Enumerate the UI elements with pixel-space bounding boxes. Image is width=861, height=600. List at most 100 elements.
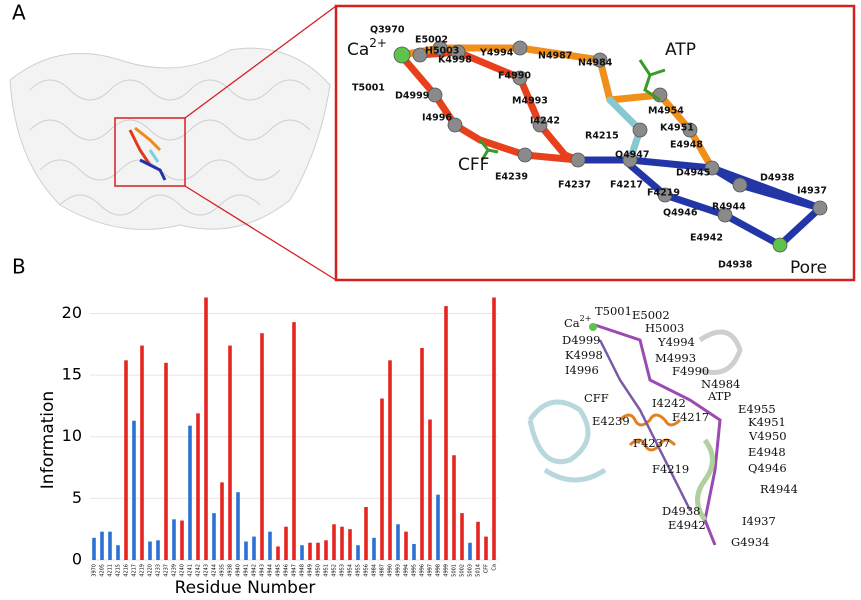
x-tick-label: CFF: [484, 564, 490, 573]
residue-label: T5001: [595, 304, 632, 318]
x-tick-label: 4211: [108, 564, 114, 577]
bar: [356, 545, 360, 560]
residue-atoms: [393, 40, 828, 253]
residue-label: R4215: [585, 131, 619, 142]
bar: [180, 520, 184, 560]
bar: [116, 545, 120, 560]
bar: [220, 482, 224, 560]
bar: [276, 546, 280, 560]
bar: [252, 536, 256, 560]
residue-label: N4984: [701, 377, 740, 391]
x-tick-label: 4984: [372, 564, 378, 577]
x-tick-label: 4242: [196, 564, 202, 577]
residue-label: K4998: [438, 55, 472, 66]
x-tick-label: 4217: [132, 564, 138, 577]
residue-label: R4944: [760, 482, 798, 496]
overview-structure: [9, 47, 331, 230]
x-tick-label: 4220: [148, 564, 154, 577]
y-tick-label: 10: [62, 426, 82, 445]
ion-label: Ca2+: [347, 36, 387, 61]
x-tick-label: 3970: [92, 564, 98, 577]
ligands: [478, 59, 666, 161]
x-tick-label: 4942: [252, 564, 258, 577]
residue-label: D4938: [662, 504, 701, 518]
x-tick-label: 4219: [140, 564, 146, 577]
bar: [260, 333, 264, 560]
residue-label: I4937: [742, 514, 776, 528]
x-tick-label: 4994: [404, 564, 410, 577]
overview-highlight: [128, 126, 167, 181]
bar: [92, 537, 96, 560]
bar: [300, 545, 304, 560]
residue-label: Y4994: [657, 335, 695, 349]
zoom-line: [184, 185, 337, 281]
x-tick-label: 4947: [292, 564, 298, 577]
residue-label: I4996: [422, 113, 452, 124]
bar: [452, 455, 456, 560]
bar: [492, 297, 496, 560]
residue-label: Y4994: [479, 48, 514, 59]
x-tick-label: 4945: [276, 564, 282, 577]
residue-label: K4998: [565, 348, 603, 362]
residue-label: D4938: [718, 260, 753, 271]
bar: [412, 543, 416, 560]
x-tick-label: 4997: [428, 564, 434, 577]
residue-label: Q4947: [615, 150, 650, 161]
residue-label: E4239: [495, 172, 528, 183]
bar: [148, 541, 152, 560]
panel-label: A: [12, 1, 26, 25]
residue-label: G4934: [731, 535, 769, 549]
residue-label: Q4946: [663, 208, 698, 219]
bar: [244, 541, 248, 560]
x-tick-label: 4999: [444, 564, 450, 577]
residue-label: I4937: [797, 186, 827, 197]
residue-label: Q3970: [370, 25, 405, 36]
bar: [236, 492, 240, 560]
x-tick-label: 4239: [172, 564, 178, 577]
x-tick-label: 4955: [356, 564, 362, 577]
x-tick-label: 4215: [116, 564, 122, 577]
bar: [380, 398, 384, 560]
bar: [428, 419, 432, 560]
bar: [292, 322, 296, 560]
residue-label: I4996: [565, 363, 599, 377]
x-tick-label: 4243: [204, 564, 210, 577]
bar: [484, 536, 488, 560]
x-tick-label: 4941: [244, 564, 250, 577]
bar: [228, 345, 232, 560]
bar: [108, 531, 112, 560]
residue-label: E4942: [668, 518, 706, 532]
residue-label: M4993: [512, 96, 548, 107]
residue-label: F4219: [647, 188, 680, 199]
bar: [324, 540, 328, 560]
residue-label: F4237: [633, 436, 670, 450]
x-tick-label: 4952: [332, 564, 338, 577]
x-tick-label: 5001: [452, 564, 458, 577]
ion-charge: 2+: [369, 36, 387, 50]
x-tick-label: 4995: [412, 564, 418, 577]
residue-label: F4237: [558, 180, 591, 191]
bar: [268, 531, 272, 560]
residue-label: R4944: [712, 202, 746, 213]
x-tick-label: 4946: [284, 564, 290, 577]
residue-label: D4999: [562, 333, 601, 347]
bar: [348, 529, 352, 560]
x-tick-label: 4233: [156, 564, 162, 577]
x-tick-label: 4940: [236, 564, 242, 577]
residue-label: M4993: [655, 351, 696, 365]
bar: [316, 542, 320, 560]
bar: [372, 537, 376, 560]
residue-label: D4999: [395, 91, 429, 102]
x-tick-label: 4935: [220, 564, 226, 577]
bar: [420, 348, 424, 560]
residue-label: F4217: [672, 410, 709, 424]
x-tick-label: 4216: [124, 564, 130, 577]
bar: [156, 540, 160, 560]
x-tick-label: 4993: [396, 564, 402, 577]
x-tick-label: 4244: [212, 564, 218, 577]
ligand-label: CFF: [458, 155, 489, 175]
residue-label: V4950: [748, 429, 787, 443]
residue-label: D4938: [760, 173, 795, 184]
bar: [364, 507, 368, 560]
